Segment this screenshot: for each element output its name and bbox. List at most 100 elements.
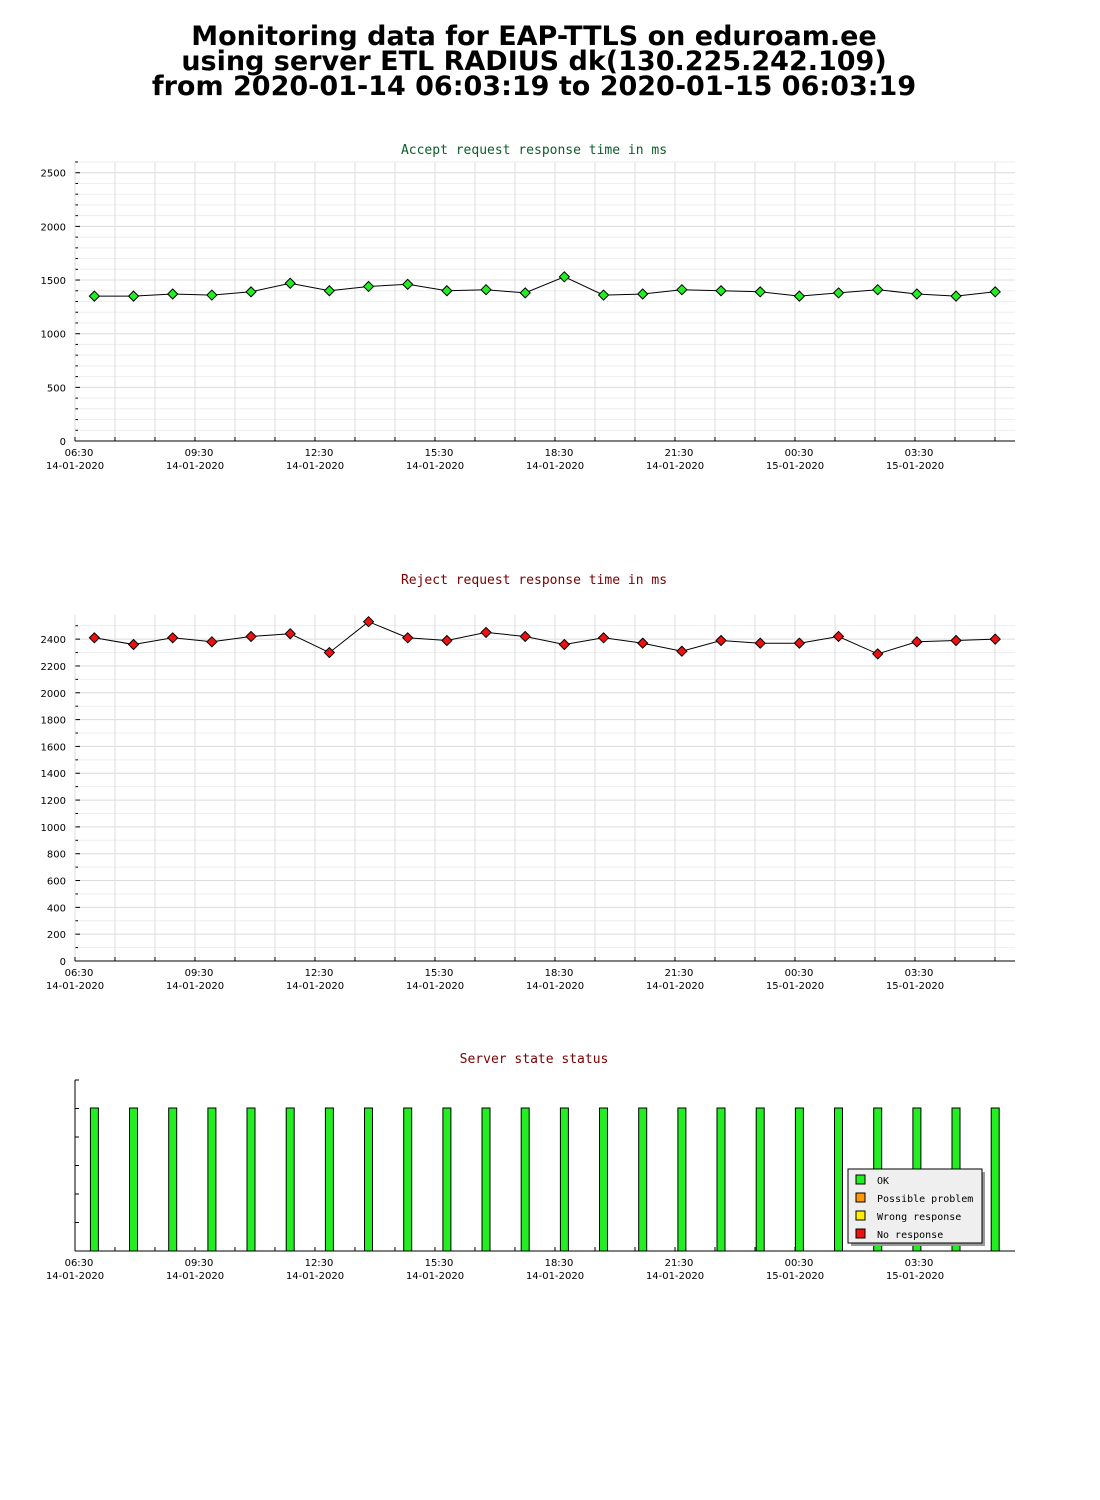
status-bar — [481, 1107, 491, 1252]
status-bar — [677, 1107, 687, 1252]
status-x-tick-date: 14-01-2020 — [286, 1271, 344, 1282]
status-bar — [755, 1107, 765, 1252]
reject-data-point — [715, 634, 727, 647]
reject-data-point — [284, 628, 296, 640]
reject-data-point — [989, 633, 1001, 645]
accept-data-point — [989, 286, 1001, 298]
reject-y-tick-label: 1200 — [41, 796, 66, 807]
accept-x-tick-time: 15:30 — [425, 448, 454, 459]
header-line-2: using server ETL RADIUS dk(130.225.242.1… — [181, 46, 887, 77]
accept-data-point — [441, 285, 453, 297]
accept-x-tick-time: 21:30 — [665, 448, 694, 459]
status-bar — [599, 1107, 608, 1252]
status-x-tick-time: 21:30 — [665, 1258, 694, 1269]
status-x-tick-date: 14-01-2020 — [526, 1271, 584, 1282]
status-legend — [847, 1168, 983, 1244]
status-bar — [246, 1107, 256, 1252]
status-chart-title: Server state status — [460, 1052, 609, 1067]
reject-y-tick-label: 1000 — [41, 823, 66, 834]
header-line-1: Monitoring data for EAP-TTLS on eduroam.… — [191, 21, 877, 52]
status-bar — [559, 1107, 569, 1252]
accept-x-tick-date: 14-01-2020 — [166, 461, 224, 472]
status-bar — [403, 1107, 413, 1252]
status-x-tick-time: 03:30 — [905, 1258, 934, 1269]
reject-chart-title: Reject request response time in ms — [401, 573, 667, 588]
reject-series-line — [94, 621, 996, 655]
reject-x-tick-date: 14-01-2020 — [526, 981, 584, 992]
reject-data-point — [480, 626, 492, 639]
reject-y-tick-label: 400 — [47, 903, 66, 914]
status-x-tick-date: 15-01-2020 — [766, 1271, 824, 1282]
accept-data-point — [362, 280, 375, 293]
reject-data-point — [950, 634, 962, 647]
reject-data-point — [362, 615, 375, 628]
accept-data-point — [832, 287, 845, 299]
reject-data-point — [872, 648, 884, 660]
reject-data-point — [127, 638, 140, 651]
status-bar — [638, 1107, 648, 1252]
accept-data-point — [402, 278, 414, 291]
reject-y-tick-label: 0 — [60, 957, 66, 968]
status-bar — [716, 1107, 726, 1252]
accept-x-tick-date: 14-01-2020 — [46, 461, 104, 472]
accept-data-point — [323, 285, 336, 297]
reject-x-tick-date: 14-01-2020 — [166, 981, 224, 992]
status-x-tick-time: 18:30 — [545, 1258, 574, 1269]
reject-x-tick-time: 12:30 — [305, 968, 334, 979]
reject-y-tick-label: 600 — [47, 877, 66, 888]
status-x-tick-time: 00:30 — [785, 1258, 814, 1269]
status-bar — [129, 1107, 138, 1252]
accept-y-tick-label: 1000 — [41, 330, 66, 341]
legend-label: Wrong response — [877, 1212, 961, 1223]
reject-y-tick-label: 1400 — [41, 769, 66, 780]
accept-y-tick-label: 0 — [60, 437, 66, 448]
status-bar — [324, 1107, 334, 1252]
accept-y-tick-label: 2000 — [41, 222, 66, 233]
status-bar — [207, 1107, 217, 1252]
reject-data-point — [676, 645, 688, 657]
accept-data-point — [284, 277, 296, 289]
status-bar — [520, 1107, 530, 1252]
accept-data-point — [715, 285, 727, 297]
reject-data-point — [754, 637, 766, 649]
reject-data-point — [911, 636, 923, 648]
accept-y-tick-label: 1500 — [41, 276, 66, 287]
reject-x-tick-time: 06:30 — [65, 968, 94, 979]
reject-data-point — [558, 638, 571, 651]
accept-data-point — [676, 283, 688, 296]
reject-x-tick-time: 15:30 — [425, 968, 454, 979]
legend-swatch — [855, 1192, 866, 1203]
reject-y-tick-label: 2400 — [41, 635, 66, 646]
legend-swatch — [855, 1228, 866, 1239]
reject-data-point — [88, 632, 101, 644]
accept-x-tick-time: 06:30 — [65, 448, 94, 459]
status-bar — [364, 1107, 373, 1252]
accept-data-point — [519, 287, 531, 299]
reject-x-tick-date: 15-01-2020 — [766, 981, 824, 992]
reject-y-tick-label: 800 — [47, 850, 66, 861]
accept-x-tick-date: 14-01-2020 — [286, 461, 344, 472]
status-x-tick-date: 14-01-2020 — [166, 1271, 224, 1282]
reject-data-point — [519, 630, 531, 643]
reject-x-tick-date: 14-01-2020 — [46, 981, 104, 992]
accept-x-tick-date: 15-01-2020 — [886, 461, 944, 472]
status-bar — [794, 1107, 804, 1252]
accept-data-point — [793, 290, 806, 302]
legend-swatch — [855, 1174, 866, 1185]
reject-data-point — [637, 637, 649, 649]
accept-data-point — [872, 283, 884, 296]
status-bar — [442, 1107, 452, 1252]
reject-y-tick-label: 2000 — [41, 689, 66, 700]
accept-x-tick-time: 00:30 — [785, 448, 814, 459]
reject-x-tick-time: 00:30 — [785, 968, 814, 979]
reject-data-point — [597, 632, 610, 644]
reject-x-tick-time: 21:30 — [665, 968, 694, 979]
reject-data-point — [441, 634, 453, 647]
accept-data-point — [597, 289, 610, 301]
accept-chart-title: Accept request response time in ms — [401, 143, 667, 158]
reject-x-tick-date: 14-01-2020 — [646, 981, 704, 992]
status-x-tick-time: 12:30 — [305, 1258, 334, 1269]
accept-y-tick-label: 500 — [47, 383, 66, 394]
accept-data-point — [911, 288, 923, 300]
